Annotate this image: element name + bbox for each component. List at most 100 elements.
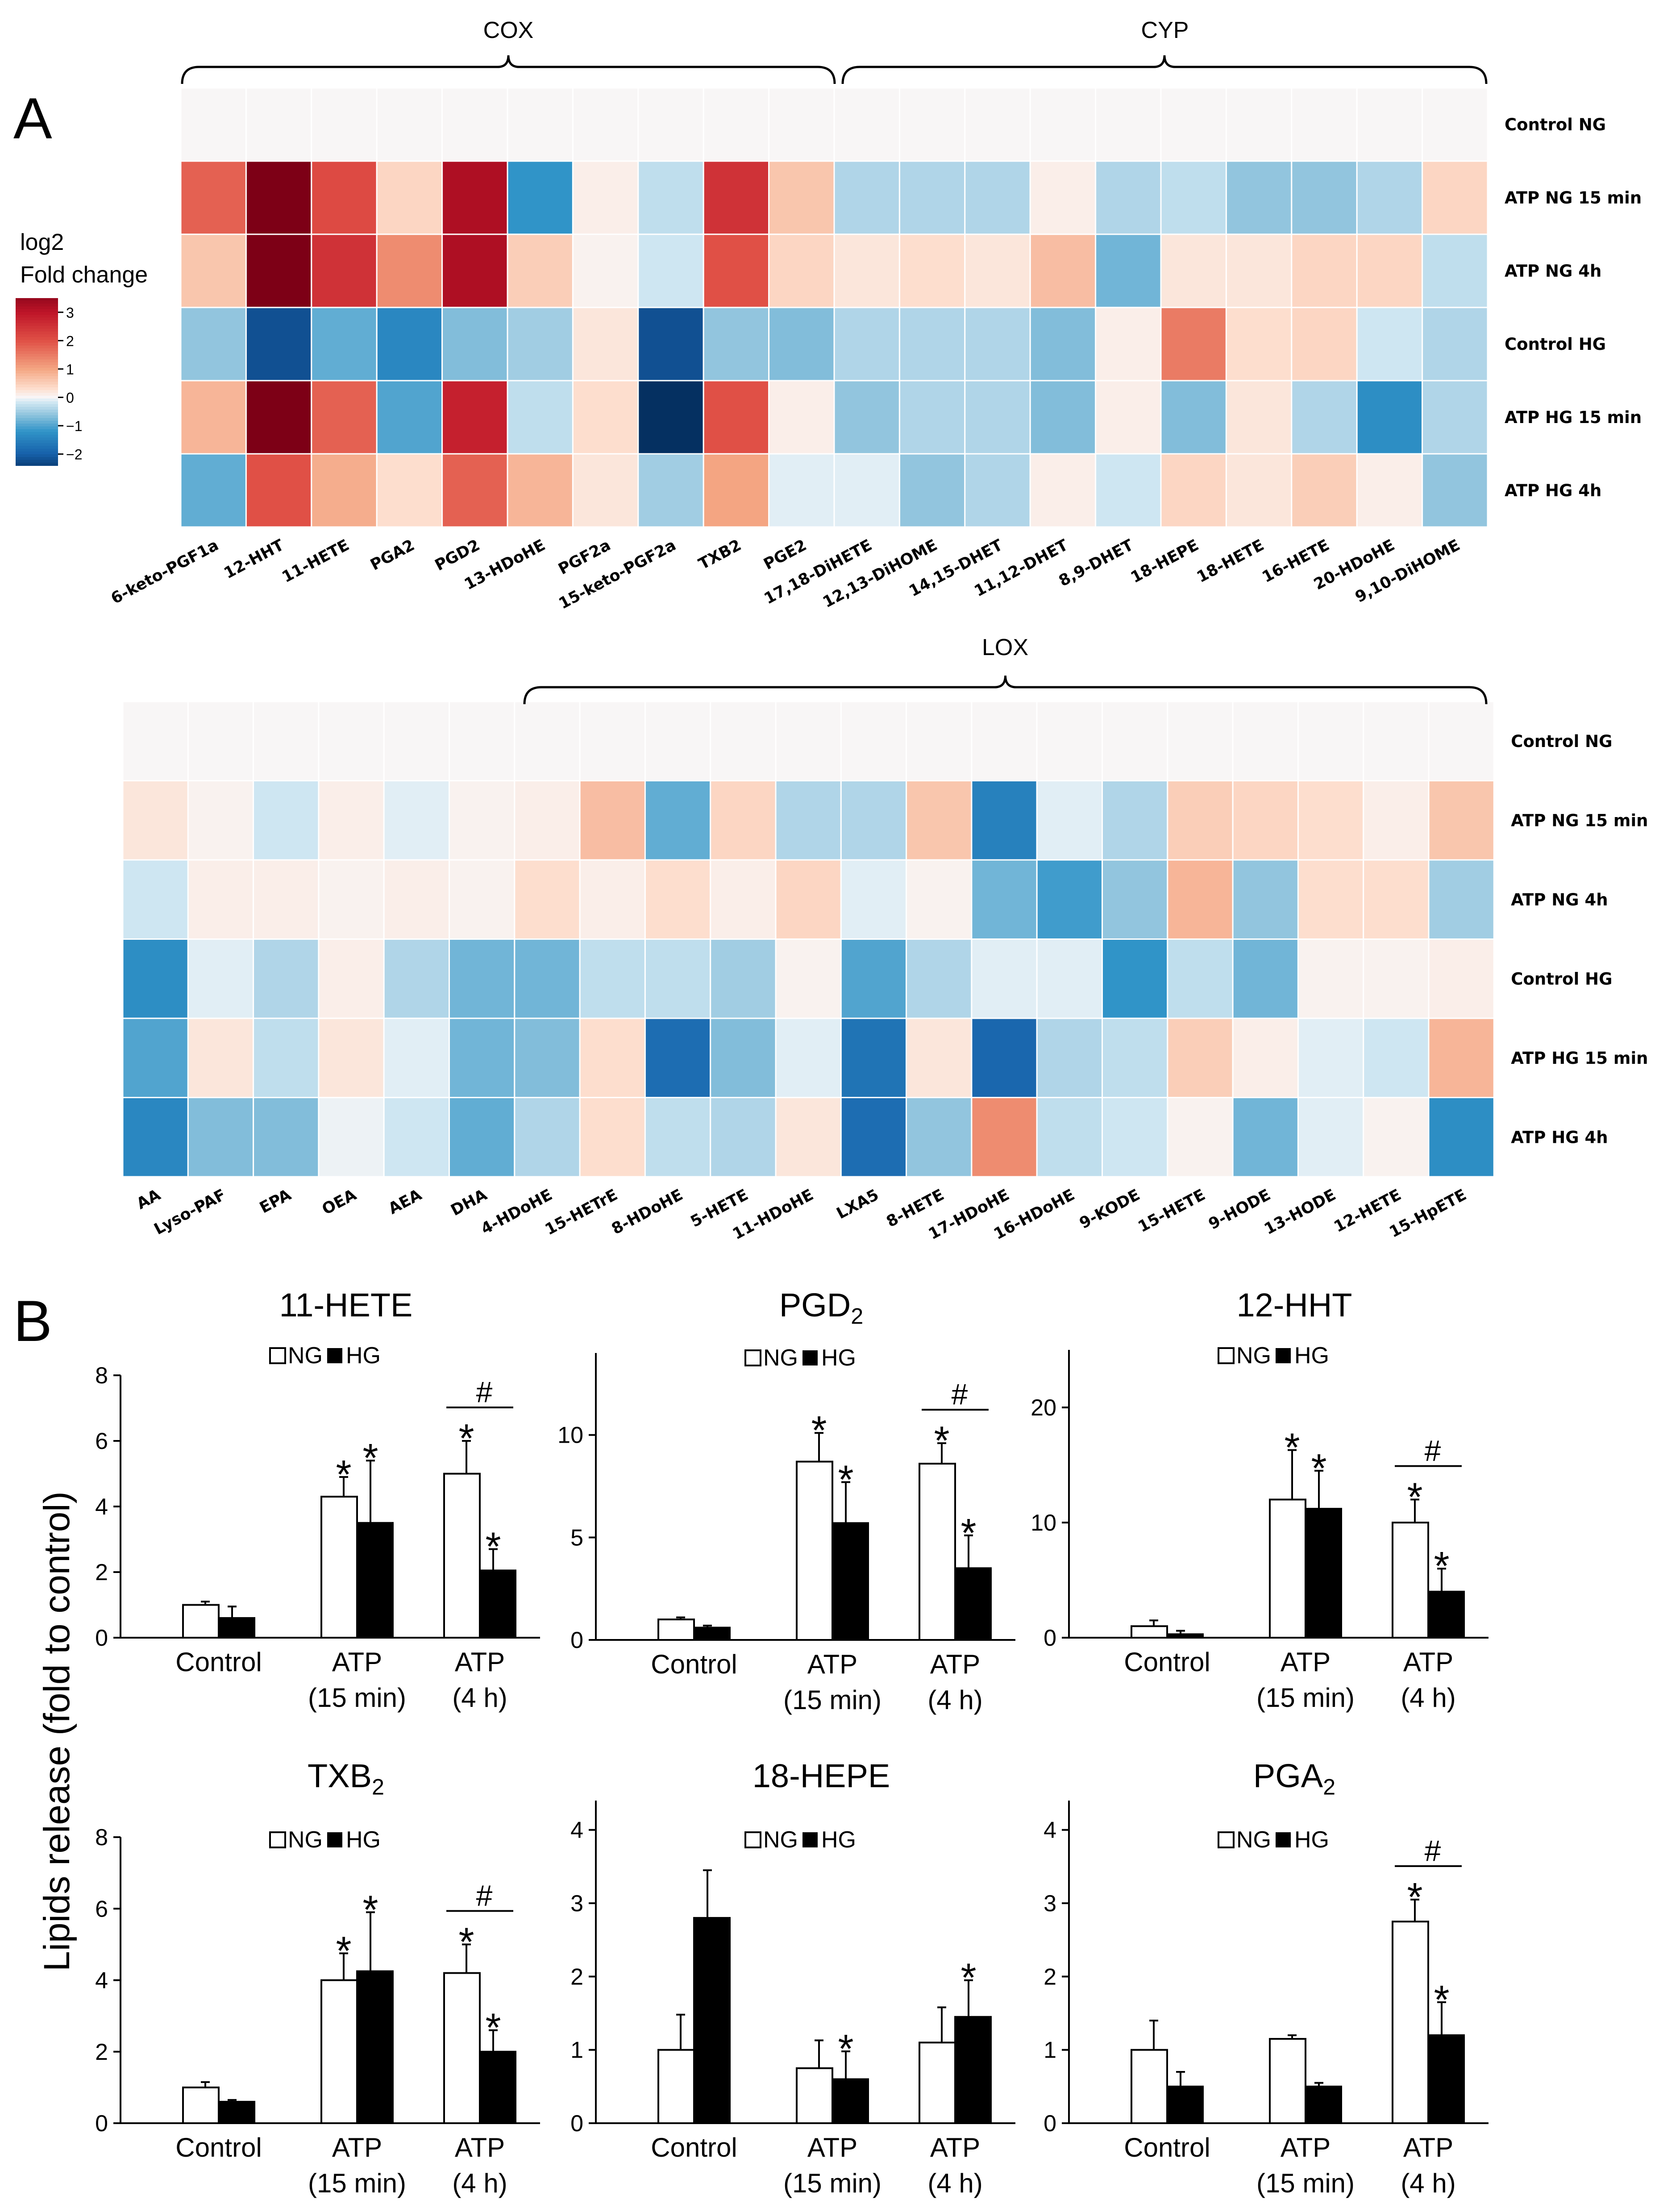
heatmap-top-col-label: 11-HETE	[279, 536, 352, 586]
heatmap-bottom-cell	[1297, 859, 1364, 940]
bar-chart-4-title-main: TXB	[308, 1757, 372, 1794]
bar-chart-5-y-tick-label: 0	[570, 2111, 583, 2137]
bar-chart-2-y-tick-label: 0	[570, 1627, 583, 1653]
heatmap-top-cell	[1095, 453, 1162, 528]
bar-chart-6-title-subscript: 2	[1323, 1774, 1335, 1799]
bar-chart-3-significance-star: *	[1407, 1475, 1422, 1519]
bar-chart-6-y-tick-label: 0	[1044, 2111, 1056, 2137]
bar-chart-5-title: 18-HEPE	[753, 1757, 890, 1794]
colorbar-tick-label: 1	[66, 361, 74, 378]
heatmap-bottom-cell	[187, 938, 254, 1019]
bar-chart-4-significance-star: *	[485, 2006, 501, 2050]
heatmap-bottom-cell	[514, 938, 581, 1019]
heatmap-top-cell	[703, 233, 770, 308]
colorbar-step	[16, 460, 58, 463]
bar-chart-6-legend-label-ng: NG	[1236, 1827, 1271, 1853]
colorbar-step	[16, 340, 58, 343]
bar-chart-1-bar-ng	[182, 1604, 220, 1639]
heatmap-bottom-cell	[579, 1097, 646, 1178]
heatmap-bottom-cell	[122, 780, 189, 861]
heatmap-top-cell	[1095, 307, 1162, 382]
heatmap-bottom-cell	[775, 1097, 842, 1178]
heatmap-top-cell	[1356, 160, 1423, 235]
heatmap-top-row-label: ATP HG 4h	[1505, 481, 1601, 500]
bar-chart-1-legend-label-ng: NG	[288, 1343, 323, 1369]
heatmap-bottom-cell	[122, 859, 189, 940]
bar-chart-6-bar-ng	[1269, 2038, 1306, 2125]
colorbar-step	[16, 359, 58, 363]
heatmap-bottom-cell	[1232, 701, 1299, 781]
colorbar-tick-label: −1	[66, 418, 82, 434]
bar-chart-4-x-category-label: Control	[175, 2133, 262, 2162]
heatmap-top-cell	[703, 160, 770, 235]
bar-chart-1-y-tick-label: 6	[95, 1428, 108, 1454]
bar-chart-2-x-category-label: ATP	[930, 1649, 980, 1679]
colorbar-step	[16, 404, 58, 407]
colorbar-step	[16, 323, 58, 327]
bar-chart-4-y-tick-label: 6	[95, 1896, 108, 1922]
colorbar-step	[16, 454, 58, 458]
bar-chart-6-legend-swatch-hg	[1276, 1832, 1291, 1847]
heatmap-bottom-cell	[1363, 1097, 1430, 1178]
heatmap-top-cell	[311, 160, 378, 235]
bar-chart-2-significance-star: *	[934, 1419, 949, 1463]
heatmap-top-cell	[180, 453, 247, 528]
colorbar-step	[16, 334, 58, 338]
colorbar	[16, 298, 63, 466]
heatmap-top-cell	[441, 87, 508, 162]
heatmap-bottom-cell	[710, 1097, 777, 1178]
heatmap-bottom-cell	[318, 1097, 385, 1178]
bar-chart-1-x-category-label: ATP	[332, 1647, 382, 1677]
heatmap-top-cell	[1225, 233, 1293, 308]
heatmap-bottom-cell	[906, 938, 973, 1019]
heatmap-bottom-col-label: 15-HETrE	[542, 1186, 621, 1239]
heatmap-top-cell	[1291, 233, 1358, 308]
heatmap-bottom-cell	[383, 938, 450, 1019]
heatmap-bottom-col-label: 8-HDoHE	[609, 1186, 686, 1238]
heatmap-bottom-cell	[775, 859, 842, 940]
heatmap-bottom-col-label: LXA5	[834, 1186, 882, 1223]
heatmap-top-row-label: ATP HG 15 min	[1505, 408, 1642, 427]
bar-chart-6-title: PGA2	[1253, 1757, 1335, 1799]
colorbar-step	[16, 432, 58, 436]
bar-chart-4-x-category-label: (4 h)	[452, 2168, 507, 2198]
colorbar-step	[16, 443, 58, 447]
heatmap-bottom-row-label: ATP NG 4h	[1511, 890, 1608, 909]
lox-label: LOX	[982, 635, 1028, 660]
heatmap-top-cell	[507, 307, 574, 382]
bar-chart-5-significance-star: *	[960, 1956, 976, 2000]
heatmap-top-cell	[1225, 87, 1293, 162]
heatmap-bottom-cell	[1232, 780, 1299, 861]
colorbar-step	[16, 390, 58, 394]
heatmap-top-cell	[1422, 453, 1489, 528]
bar-chart-2-significance-star: *	[960, 1511, 976, 1556]
bar-chart-5-x-category-label: ATP	[930, 2133, 980, 2162]
heatmap-bottom-cell	[840, 859, 907, 940]
bar-chart-4-x-category-label: ATP	[332, 2133, 382, 2162]
heatmap-bottom-cell	[1363, 701, 1430, 781]
heatmap-top-cell	[1029, 233, 1097, 308]
colorbar-step	[16, 412, 58, 416]
heatmap-bottom-cell	[644, 859, 711, 940]
heatmap-top-cell	[572, 87, 639, 162]
heatmap-top-cell	[180, 380, 247, 455]
heatmap-bottom-cell	[1232, 1097, 1299, 1178]
bar-chart-1-x-category-label: (4 h)	[452, 1683, 507, 1713]
heatmap-top-cell	[572, 233, 639, 308]
heatmap-bottom-cell	[1167, 780, 1234, 861]
heatmap-bottom-cell	[971, 938, 1038, 1019]
heatmap-bottom-cell	[1036, 859, 1103, 940]
heatmap-bottom-cell	[1036, 780, 1103, 861]
heatmap-top-cell	[572, 307, 639, 382]
heatmap-top-col-label: 18-HEPE	[1128, 536, 1202, 587]
bar-chart-5-x-category-label: ATP	[807, 2133, 857, 2162]
heatmap-bottom-cell	[449, 780, 516, 861]
bar-chart-1-x-category-label: (15 min)	[308, 1683, 406, 1713]
heatmap-top-cell	[637, 453, 704, 528]
bar-chart-3-y-tick-label: 0	[1044, 1625, 1056, 1651]
heatmap-bottom-cell	[644, 701, 711, 781]
bar-chart-5-y-tick-label: 1	[570, 2038, 583, 2063]
heatmap-bottom-cell	[1428, 1017, 1495, 1098]
bar-chart-4-significance-star: *	[336, 1929, 351, 1973]
heatmap-bottom-cell	[1428, 780, 1495, 861]
